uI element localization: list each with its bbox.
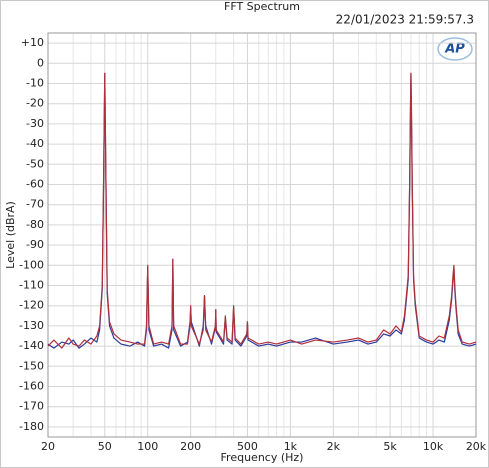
series-line xyxy=(47,72,477,349)
x-tick-label: 5k xyxy=(383,440,397,453)
x-tick-label: 20k xyxy=(466,440,487,453)
chart-title: FFT Spectrum xyxy=(224,0,300,13)
y-tick-label: -70 xyxy=(26,198,44,211)
y-tick-label: -10 xyxy=(26,77,44,90)
y-tick-label: -160 xyxy=(19,380,44,393)
logo: AP xyxy=(437,37,473,61)
x-tick-label: 2k xyxy=(327,440,341,453)
y-tick-label: -120 xyxy=(19,299,44,312)
y-tick-label: -50 xyxy=(26,157,44,170)
y-tick-label: -20 xyxy=(26,97,44,110)
y-tick-label: -110 xyxy=(19,279,44,292)
y-tick-label: +10 xyxy=(21,36,44,49)
y-tick-label: -130 xyxy=(19,319,44,332)
x-tick-label: 200 xyxy=(180,440,201,453)
x-tick-label: 1k xyxy=(284,440,298,453)
x-axis-label: Frequency (Hz) xyxy=(221,451,304,464)
y-tick-label: -30 xyxy=(26,117,44,130)
y-tick-label: -180 xyxy=(19,420,44,433)
y-tick-label: 0 xyxy=(37,56,44,69)
plot-border xyxy=(47,32,477,438)
x-tick-label: 10k xyxy=(423,440,444,453)
x-tick-label: 500 xyxy=(237,440,258,453)
y-axis-label: Level (dBrA) xyxy=(4,201,17,269)
x-tick-label: 50 xyxy=(98,440,112,453)
y-tick-label: -80 xyxy=(26,218,44,231)
y-tick-label: -140 xyxy=(19,339,44,352)
y-tick-label: -170 xyxy=(19,400,44,413)
logo-text: AP xyxy=(444,42,465,57)
y-tick-label: -90 xyxy=(26,238,44,251)
x-tick-label: 20 xyxy=(41,440,55,453)
timestamp: 22/01/2023 21:59:57.3 xyxy=(336,13,474,27)
y-tick-label: -150 xyxy=(19,359,44,372)
y-tick-label: -60 xyxy=(26,178,44,191)
x-tick-label: 100 xyxy=(137,440,158,453)
y-tick-label: -40 xyxy=(26,137,44,150)
y-tick-label: -100 xyxy=(19,258,44,271)
logo-ring xyxy=(437,37,473,61)
